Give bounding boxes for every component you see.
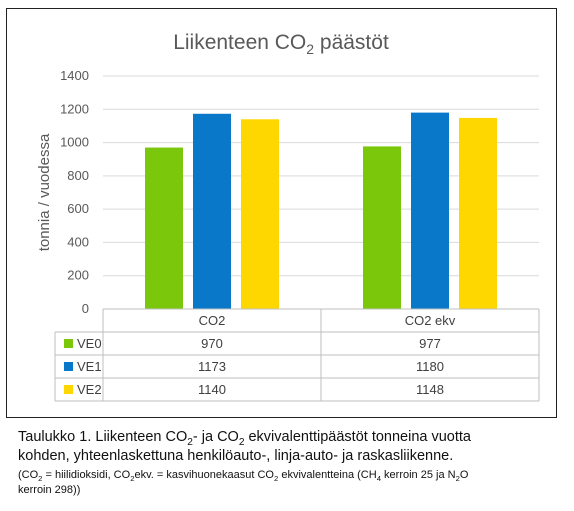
chart-frame: Liikenteen CO2 päästöt 0 200 400 600 800 1000 1… [6,8,557,418]
caption-note: (CO2 = hiilidioksidi, CO2ekv. = kasvihuo… [18,468,563,498]
note-text: O [459,469,469,481]
data-label: 1148 [416,382,444,397]
caption-text: ekvivalenttipäästöt tonneina vuotta [244,429,471,445]
caption-text: - ja CO [192,429,239,445]
chart-title: Liikenteen CO2 päästöt [173,31,389,57]
bar-chart: Liikenteen CO2 päästöt 0 200 400 600 800 1000 1… [36,31,540,402]
note-subscript: 2 [130,474,135,484]
y-tick-label: 200 [67,268,89,283]
bar [241,119,279,310]
caption-subscript: 2 [187,436,193,448]
figure-caption: Taulukko 1. Liikenteen CO2- ja CO2 ekviv… [18,428,563,498]
note-subscript: 4 [376,474,381,484]
bar [193,113,231,309]
data-label: 1140 [198,382,226,397]
legend-entry: VE0 [77,336,102,351]
legend-swatch [64,385,73,394]
y-tick-label: 1000 [60,135,89,150]
bar [459,117,497,309]
y-tick-label: 600 [67,201,89,216]
y-tick-label: 1200 [60,101,89,116]
data-label: 977 [419,336,441,351]
legend-swatch [64,362,73,371]
note-text: (CO [18,469,39,481]
y-tick-label: 400 [67,234,89,249]
data-label: 970 [201,336,223,351]
legend-entry: VE2 [77,382,102,397]
bar [411,112,449,309]
note-text: ekvivalentteina (CH [278,469,377,481]
chart-title-subscript: 2 [306,41,314,57]
category-label: CO2 [199,313,226,328]
data-label: 1173 [198,359,226,374]
note-text: kerroin 25 ja N [380,469,456,481]
note-subscript: 2 [455,474,460,484]
caption-main: Taulukko 1. Liikenteen CO2- ja CO2 ekviv… [18,428,563,466]
legend-entry: VE1 [77,359,102,374]
bar [145,147,183,309]
note-text: kerroin 298)) [18,484,81,496]
y-tick-label: 0 [82,301,89,316]
chart-title-text: Liikenteen CO [173,31,306,54]
data-label: 1180 [416,359,444,374]
y-tick-label: 1400 [60,68,89,83]
chart-title-text: päästöt [314,31,389,54]
legend-swatch [64,339,73,348]
note-text: ekv. = kasvihuonekaasut CO [134,469,274,481]
caption-line-2: kohden, yhteenlaskettuna henkilöauto-, l… [18,448,454,464]
note-subscript: 2 [38,474,43,484]
category-label: CO2 ekv [405,313,456,328]
y-tick-label: 800 [67,168,89,183]
caption-text: Taulukko 1. Liikenteen CO [18,429,188,445]
bar [363,146,401,309]
caption-subscript: 2 [238,436,245,448]
note-subscript: 2 [273,474,279,484]
note-text: = hiilidioksidi, CO [42,469,131,481]
y-axis-label: tonnia / vuodessa [36,133,53,251]
